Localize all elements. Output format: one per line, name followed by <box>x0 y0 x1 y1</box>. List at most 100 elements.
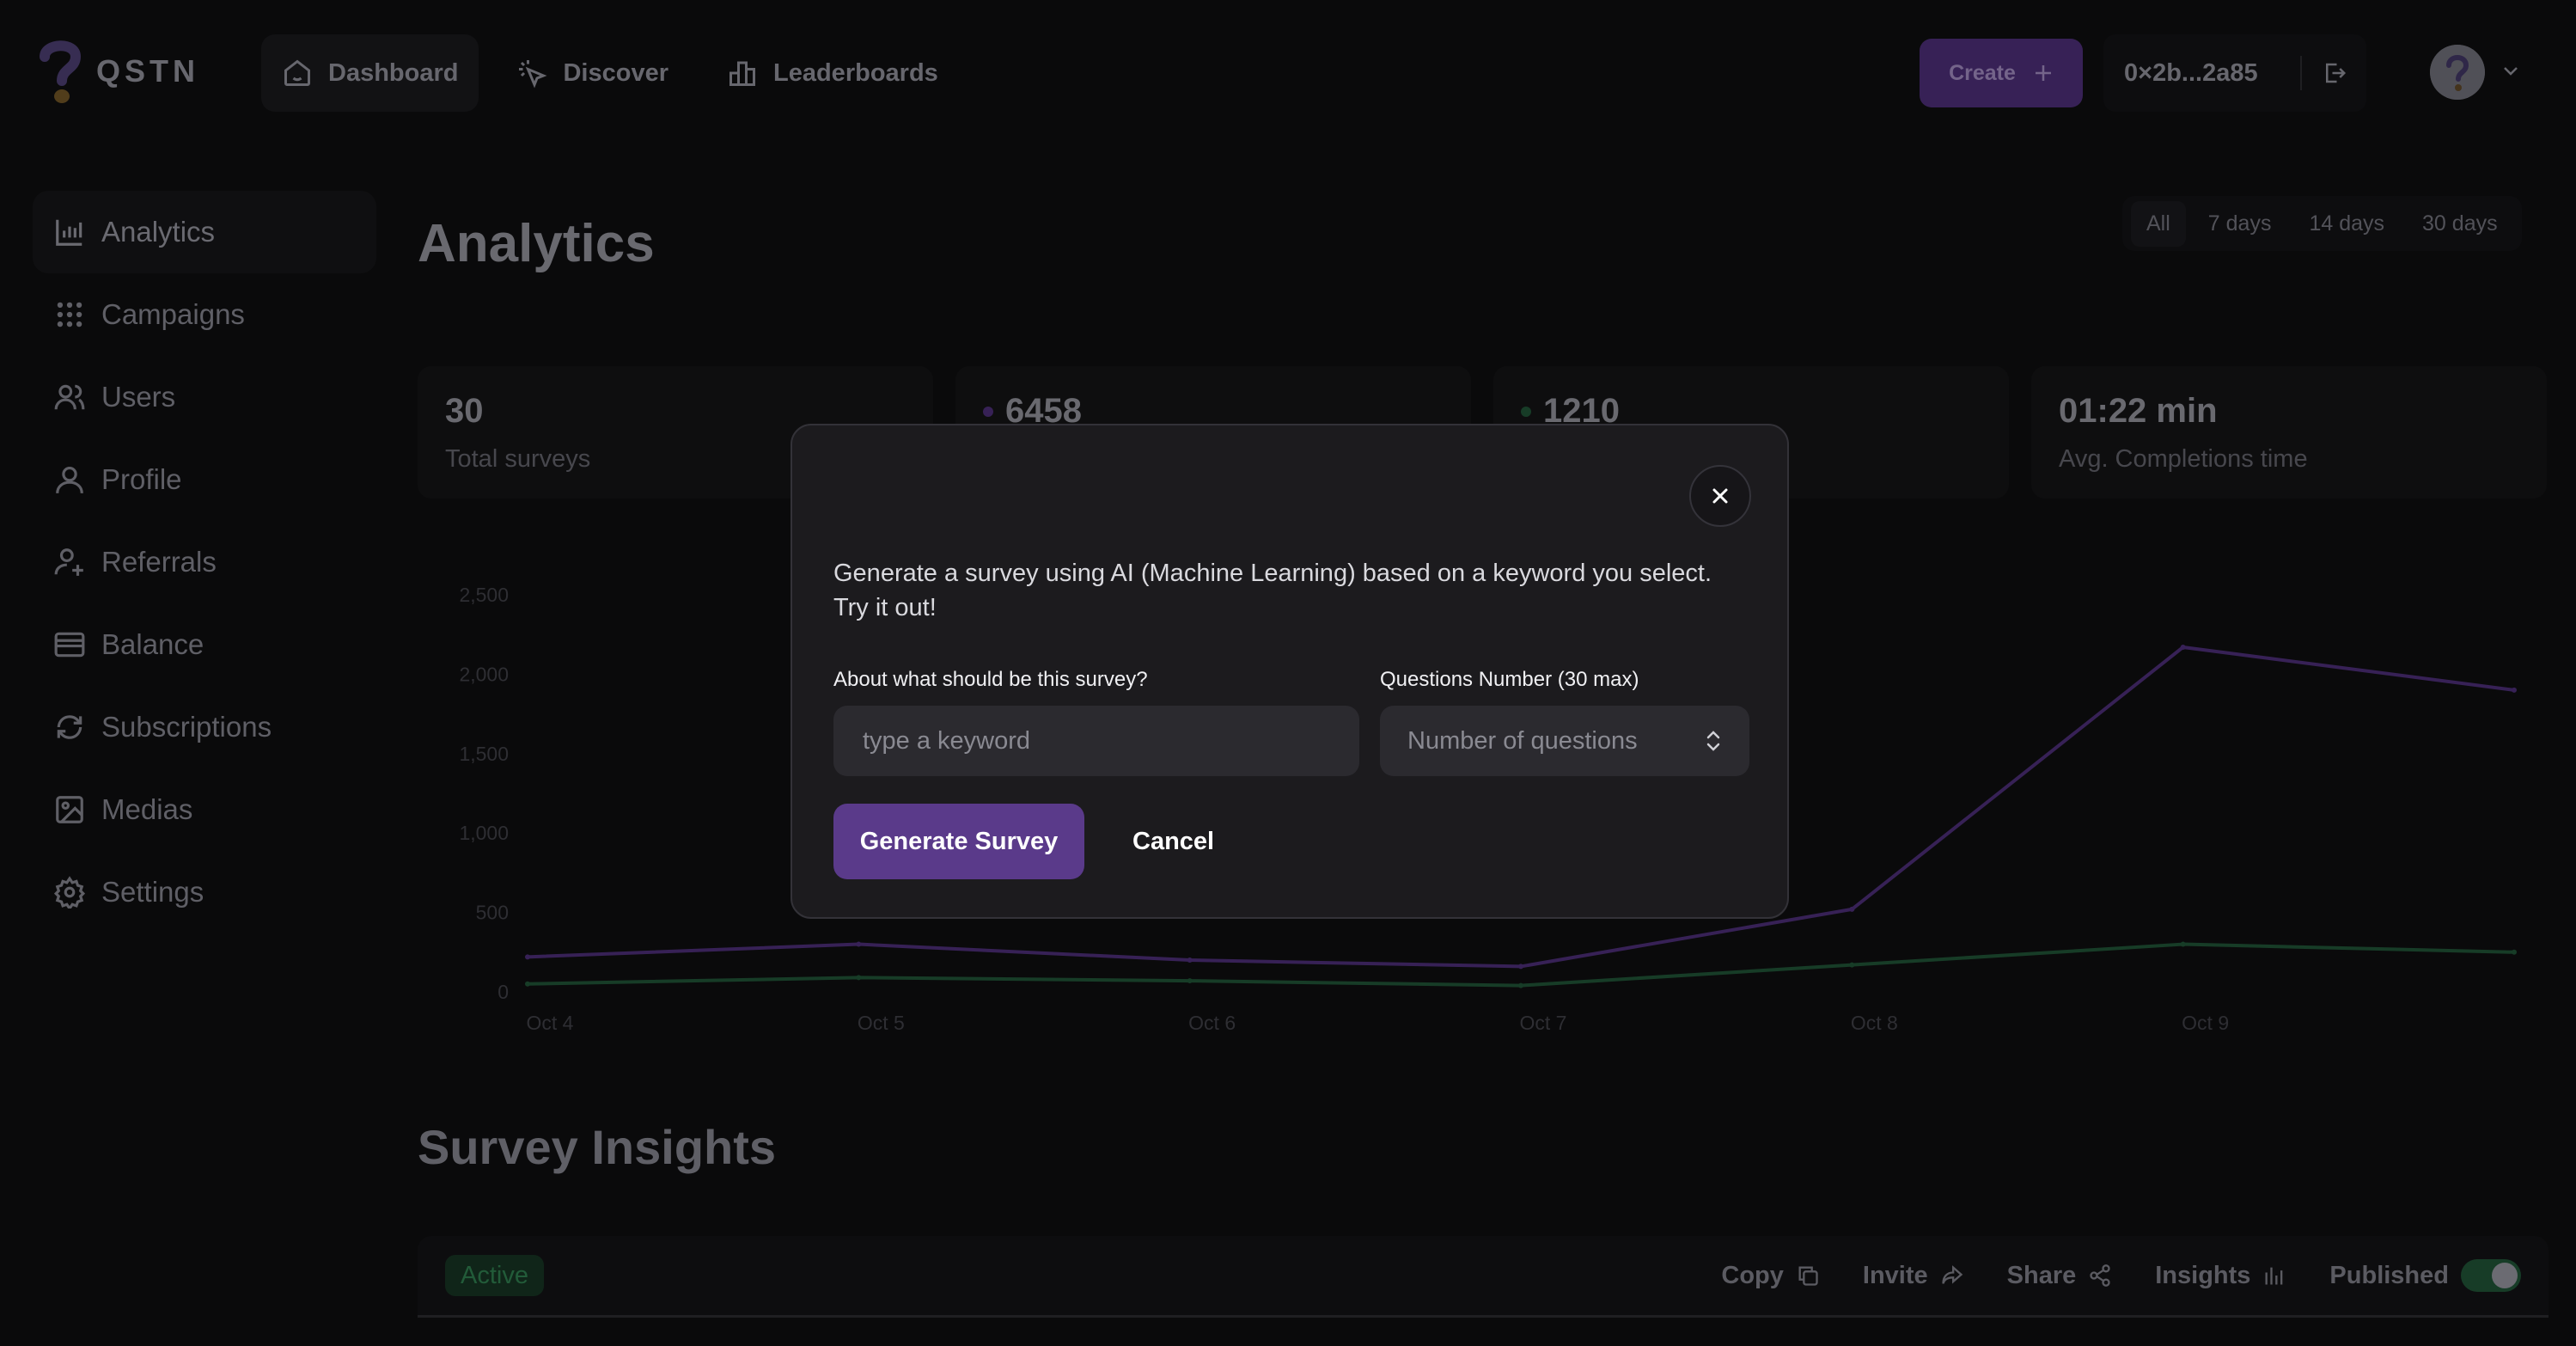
copy-icon <box>1798 1266 1818 1286</box>
generate-survey-button[interactable]: Generate Survey <box>833 804 1084 879</box>
data-point <box>856 941 862 947</box>
range-30-days[interactable]: 30 days <box>2422 211 2498 236</box>
wallet-address[interactable]: 0×2b...2a85 <box>2124 58 2258 87</box>
home-icon <box>284 59 310 86</box>
main-nav: Dashboard Discover Leaderboards <box>261 34 959 112</box>
card-icon <box>54 632 85 658</box>
y-tick-label: 1,000 <box>459 822 509 844</box>
x-tick-label: Oct 5 <box>858 1012 905 1034</box>
stat-value: 30 <box>445 392 484 430</box>
create-button-label: Create <box>1949 60 2016 85</box>
data-point <box>1187 978 1193 984</box>
y-tick-label: 500 <box>476 902 509 924</box>
stat-label: Total surveys <box>445 445 591 473</box>
sidebar-item-label: Analytics <box>101 216 216 248</box>
y-tick-label: 0 <box>497 981 509 1003</box>
sidebar-item-label: Medias <box>101 793 193 825</box>
questions-number-field[interactable]: Number of questions <box>1380 706 1749 776</box>
sidebar-item-referrals[interactable]: Referrals <box>33 521 376 603</box>
plus-icon <box>2035 65 2051 81</box>
keyword-label: About what should be this survey? <box>833 668 1148 691</box>
logo[interactable]: QSTN <box>38 38 199 105</box>
share-button[interactable]: Share <box>2007 1262 2113 1290</box>
stat-value: 1210 <box>1543 392 1620 430</box>
x-tick-label: Oct 9 <box>2182 1012 2229 1034</box>
stat-value: 01:22 min <box>2059 392 2218 430</box>
bar-chart-icon <box>2265 1267 2283 1285</box>
share-arrow-icon <box>1941 1265 1963 1284</box>
sidebar-item-campaigns[interactable]: Campaigns <box>33 273 376 356</box>
page-title: Analytics <box>418 214 655 273</box>
keyword-input[interactable] <box>861 725 1359 756</box>
data-point <box>2512 949 2517 955</box>
app-name: QSTN <box>96 53 200 89</box>
sidebar-item-users[interactable]: Users <box>33 356 376 438</box>
sidebar-item-label: Subscriptions <box>101 711 272 743</box>
create-button[interactable]: Create <box>1920 39 2083 107</box>
stat-value-row: 6458 <box>983 392 1082 431</box>
data-point <box>1187 957 1193 964</box>
sidebar-item-profile[interactable]: Profile <box>33 438 376 521</box>
keyword-field[interactable] <box>833 706 1359 776</box>
gear-icon <box>53 876 86 909</box>
refresh-icon <box>57 715 82 739</box>
share-nodes-icon <box>2090 1264 2110 1287</box>
sidebar-item-label: Balance <box>101 628 204 660</box>
user-plus-icon <box>54 548 83 576</box>
nav-discover-label: Discover <box>563 58 668 87</box>
users-icon <box>54 384 85 410</box>
y-tick-label: 2,000 <box>459 663 509 685</box>
stepper-updown-icon[interactable] <box>1705 728 1722 754</box>
range-14-days[interactable]: 14 days <box>2309 211 2385 236</box>
sidebar-item-label: Profile <box>101 463 182 495</box>
share-label: Share <box>2006 1261 2077 1289</box>
invite-button[interactable]: Invite <box>1863 1262 1964 1290</box>
logout-button[interactable] <box>2302 60 2366 86</box>
range-7-days[interactable]: 7 days <box>2207 211 2272 236</box>
insights-button[interactable]: Insights <box>2155 1262 2286 1290</box>
cancel-button[interactable]: Cancel <box>1132 827 1215 855</box>
copy-label: Copy <box>1721 1261 1784 1289</box>
nav-dashboard-label: Dashboard <box>328 58 459 87</box>
y-tick-label: 1,500 <box>459 743 509 765</box>
published-toggle-group: Published <box>2329 1259 2521 1292</box>
survey-card-header: Active Copy Invite Share Insights Publis… <box>418 1236 2549 1318</box>
published-toggle[interactable] <box>2461 1259 2521 1292</box>
sidebar-item-settings[interactable]: Settings <box>33 851 376 933</box>
data-point <box>2180 644 2186 650</box>
nav-discover[interactable]: Discover <box>496 34 689 112</box>
avatar[interactable] <box>2430 45 2485 100</box>
copy-button[interactable]: Copy <box>1721 1262 1820 1290</box>
x-tick-label: Oct 8 <box>1851 1012 1898 1034</box>
sidebar-item-label: Settings <box>101 876 204 908</box>
modal-description: Generate a survey using AI (Machine Lear… <box>833 560 1712 621</box>
sidebar-item-medias[interactable]: Medias <box>33 768 376 851</box>
nav-dashboard[interactable]: Dashboard <box>261 34 479 112</box>
x-tick-label: Oct 4 <box>527 1012 574 1034</box>
range-all[interactable]: All <box>2131 200 2186 247</box>
sidebar-item-label: Users <box>101 381 176 413</box>
stat-card-avg-completion-time: 01:22 min Avg. Completions time <box>2031 366 2547 499</box>
data-point <box>525 954 530 960</box>
chevron-down-icon[interactable] <box>2500 60 2521 85</box>
invite-label: Invite <box>1862 1261 1928 1289</box>
sidebar-item-balance[interactable]: Balance <box>33 603 376 686</box>
data-point <box>1849 962 1855 968</box>
series-dot-green <box>1521 406 1531 417</box>
data-point <box>1518 982 1523 988</box>
nav-leaderboards[interactable]: Leaderboards <box>706 34 959 112</box>
x-tick-label: Oct 6 <box>1188 1012 1236 1034</box>
grid-dots-icon <box>57 302 82 327</box>
status-badge: Active <box>445 1255 544 1296</box>
sidebar-item-label: Referrals <box>101 546 217 578</box>
bar-chart-icon <box>56 219 82 246</box>
close-icon <box>1712 488 1728 504</box>
sidebar-item-analytics[interactable]: Analytics <box>33 191 376 273</box>
section-title-survey-insights: Survey Insights <box>418 1120 777 1174</box>
sidebar-item-subscriptions[interactable]: Subscriptions <box>33 686 376 768</box>
close-button[interactable] <box>1689 465 1751 527</box>
analytics-line-chart: 2,500 2,000 1,500 1,000 500 0 Oct 4 Oct 5 Oct 6 O… <box>459 584 2517 1034</box>
stat-label: Avg. Completions time <box>2059 445 2308 473</box>
x-tick-label: Oct 7 <box>1520 1012 1567 1034</box>
